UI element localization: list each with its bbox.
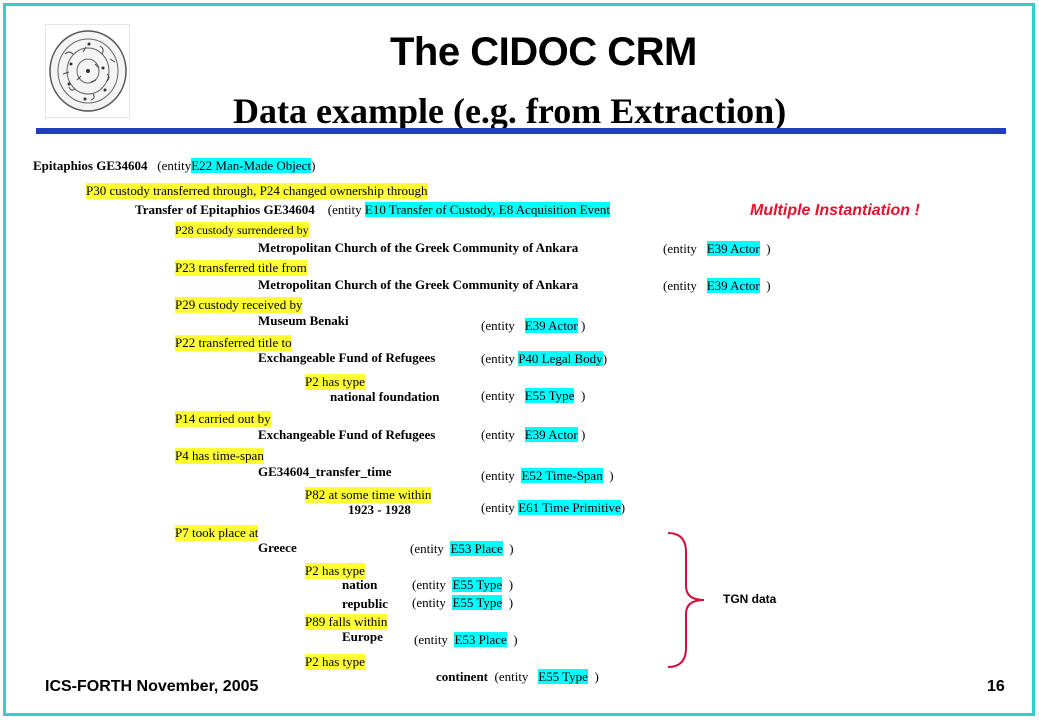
metropolitan-church-2: Metropolitan Church of the Greek Communi… [258, 277, 579, 292]
class-e55: E55 Type [452, 595, 503, 610]
close-paren: ) [509, 541, 514, 556]
property-p23: P23 transferred title from [175, 260, 307, 276]
entity-e39-4: (entity E39 Actor ) [481, 427, 585, 443]
property-p89: P89 falls within [305, 614, 388, 630]
footer-text: ICS-FORTH November, 2005 [45, 678, 259, 695]
republic: republic [342, 596, 388, 611]
entity-word: (entity [663, 241, 697, 256]
entity-word: (entity [663, 278, 697, 293]
exchangeable-fund-2: Exchangeable Fund of Refugees [258, 427, 436, 442]
class-e39: E39 Actor [706, 278, 760, 293]
row-epitaphios: Epitaphios GE34604 (entityE22 Man-Made O… [33, 158, 315, 174]
property-p30-p24: P30 custody transferred through, P24 cha… [86, 183, 428, 199]
class-e55: E55 Type [538, 669, 588, 684]
time-range: 1923 - 1928 [348, 502, 411, 517]
class-e53: E53 Place [454, 632, 507, 647]
class-p40: P40 Legal Body [518, 351, 603, 366]
entity-e39-2: (entity E39 Actor ) [663, 278, 771, 294]
class-e61: E61 Time Primitive [518, 500, 621, 515]
class-e10-e8: E10 Transfer of Custody, E8 Acquisition … [364, 202, 610, 217]
entity-e39-1: (entity E39 Actor ) [663, 241, 771, 257]
class-e39: E39 Actor [706, 241, 760, 256]
slide-subtitle: Data example (e.g. from Extraction) [233, 91, 787, 131]
entity-word: (entity [481, 318, 515, 333]
entity-e53-1: (entity E53 Place ) [410, 541, 514, 557]
entity-word: (entity [327, 202, 362, 217]
close-paren: ) [766, 278, 771, 293]
entity-p40: (entity P40 Legal Body) [481, 351, 607, 367]
title-rule [36, 128, 1006, 134]
property-p29: P29 custody received by [175, 297, 303, 313]
entity-word: (entity [481, 388, 515, 403]
entity-word: (entity [481, 351, 515, 366]
close-paren: ) [766, 241, 771, 256]
entity-word: (entity [157, 158, 192, 173]
entity-word: (entity [481, 500, 515, 515]
entity-word: (entity [494, 669, 529, 684]
property-p2-2: P2 has type [305, 563, 365, 579]
close-paren: ) [609, 468, 614, 483]
page-number: 16 [987, 678, 1005, 695]
entity-word: (entity [414, 632, 448, 647]
class-e39: E39 Actor [524, 427, 578, 442]
class-e52: E52 Time-Span [521, 468, 603, 483]
entity-e61: (entity E61 Time Primitive) [481, 500, 625, 516]
close-paren: ) [581, 318, 586, 333]
property-p28: P28 custody surrendered by [175, 222, 309, 238]
property-p2-3: P2 has type [305, 654, 365, 670]
entity-word: (entity [410, 541, 444, 556]
slide-frame [3, 3, 1035, 716]
nation: nation [342, 577, 378, 592]
close-paren: ) [513, 632, 518, 647]
entity-word: (entity [412, 577, 446, 592]
class-e55: E55 Type [524, 388, 575, 403]
close-paren: ) [594, 669, 599, 684]
phaistos-disc-logo [45, 24, 130, 118]
class-e55: E55 Type [452, 577, 503, 592]
national-foundation: national foundation [330, 389, 440, 404]
property-p22: P22 transferred title to [175, 335, 292, 351]
exchangeable-fund-1: Exchangeable Fund of Refugees [258, 350, 436, 365]
entity-word: (entity [412, 595, 446, 610]
museum-benaki: Museum Benaki [258, 313, 349, 328]
entity-e55-2: (entity E55 Type ) [412, 577, 513, 593]
close-paren: ) [581, 427, 586, 442]
entity-e39-3: (entity E39 Actor ) [481, 318, 585, 334]
close-paren: ) [311, 158, 316, 173]
epitaphios-name: Epitaphios GE34604 [33, 158, 148, 173]
close-paren: ) [508, 577, 514, 592]
entity-e55-3: (entity E55 Type ) [412, 595, 513, 611]
row-continent: continent (entity E55 Type ) [436, 669, 599, 685]
metropolitan-church-1: Metropolitan Church of the Greek Communi… [258, 240, 579, 255]
class-e53: E53 Place [450, 541, 503, 556]
slide-title: The CIDOC CRM [390, 30, 697, 74]
close-paren: ) [620, 500, 626, 515]
multiple-instantiation-note: Multiple Instantiation ! [750, 202, 920, 219]
tgn-data-label: TGN data [723, 592, 777, 606]
greece: Greece [258, 540, 297, 555]
entity-word: (entity [481, 427, 515, 442]
class-e39: E39 Actor [524, 318, 578, 333]
class-e22: E22 Man-Made Object [191, 158, 312, 173]
transfer-name: Transfer of Epitaphios GE34604 [135, 202, 315, 217]
entity-e53-2: (entity E53 Place ) [414, 632, 518, 648]
property-p82: P82 at some time within [305, 487, 432, 503]
entity-word: (entity [481, 468, 515, 483]
transfer-time: GE34604_transfer_time [258, 464, 392, 479]
close-paren: ) [580, 388, 586, 403]
europe: Europe [342, 629, 383, 644]
entity-e55-1: (entity E55 Type ) [481, 388, 585, 404]
close-paren: ) [508, 595, 514, 610]
property-p7: P7 took place at [175, 525, 259, 541]
entity-e52: (entity E52 Time-Span ) [481, 468, 614, 484]
property-p4: P4 has time-span [175, 448, 264, 464]
row-transfer: Transfer of Epitaphios GE34604 (entity E… [135, 202, 610, 218]
close-paren: ) [602, 351, 608, 366]
continent: continent [436, 669, 488, 684]
property-p14: P14 carried out by [175, 411, 271, 427]
property-p2-1: P2 has type [305, 374, 365, 390]
right-curly-brace [667, 532, 705, 668]
